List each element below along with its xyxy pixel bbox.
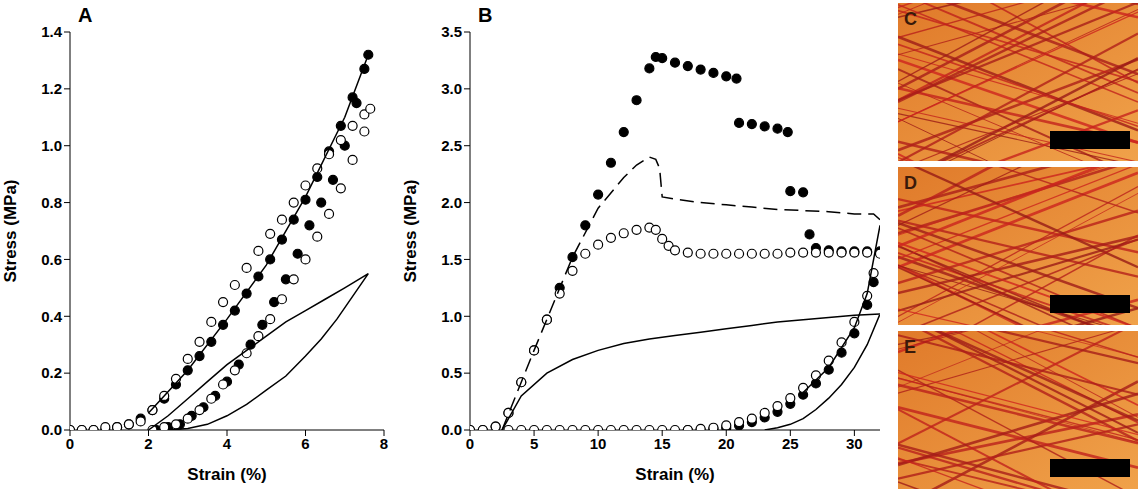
svg-text:4: 4 (223, 435, 232, 452)
svg-text:8: 8 (380, 435, 388, 452)
svg-text:0: 0 (466, 435, 474, 452)
svg-text:Strain (%): Strain (%) (187, 465, 266, 484)
svg-text:1.4: 1.4 (41, 23, 63, 40)
svg-text:0.4: 0.4 (41, 308, 63, 325)
html-text:A: A (78, 4, 93, 26)
svg-text:0.0: 0.0 (441, 421, 462, 438)
svg-text:2: 2 (144, 435, 152, 452)
svg-text:1.0: 1.0 (41, 137, 62, 154)
svg-text:Stress (MPa): Stress (MPa) (401, 180, 420, 283)
svg-text:5: 5 (530, 435, 538, 452)
svg-text:10: 10 (590, 435, 607, 452)
svg-text:2.5: 2.5 (441, 137, 462, 154)
svg-text:E: E (904, 337, 916, 357)
svg-text:D: D (904, 173, 917, 193)
svg-text:3.0: 3.0 (441, 80, 462, 97)
svg-text:20: 20 (718, 435, 735, 452)
svg-text:0.0: 0.0 (41, 421, 62, 438)
svg-text:1.2: 1.2 (41, 80, 62, 97)
svg-text:30: 30 (846, 435, 863, 452)
svg-text:1.5: 1.5 (441, 251, 462, 268)
svg-text:1.0: 1.0 (441, 308, 462, 325)
svg-text:3.5: 3.5 (441, 23, 462, 40)
svg-text:25: 25 (782, 435, 799, 452)
svg-text:0.8: 0.8 (41, 194, 62, 211)
svg-text:Strain (%): Strain (%) (635, 465, 714, 484)
svg-text:C: C (904, 9, 917, 29)
svg-text:Stress (MPa): Stress (MPa) (1, 180, 20, 283)
html-text:B: B (478, 4, 493, 26)
svg-text:2.0: 2.0 (441, 194, 462, 211)
svg-text:0: 0 (66, 435, 74, 452)
svg-text:0.5: 0.5 (441, 364, 462, 381)
svg-text:6: 6 (301, 435, 309, 452)
svg-text:0.2: 0.2 (41, 364, 62, 381)
svg-text:0.6: 0.6 (41, 251, 62, 268)
svg-text:15: 15 (654, 435, 671, 452)
